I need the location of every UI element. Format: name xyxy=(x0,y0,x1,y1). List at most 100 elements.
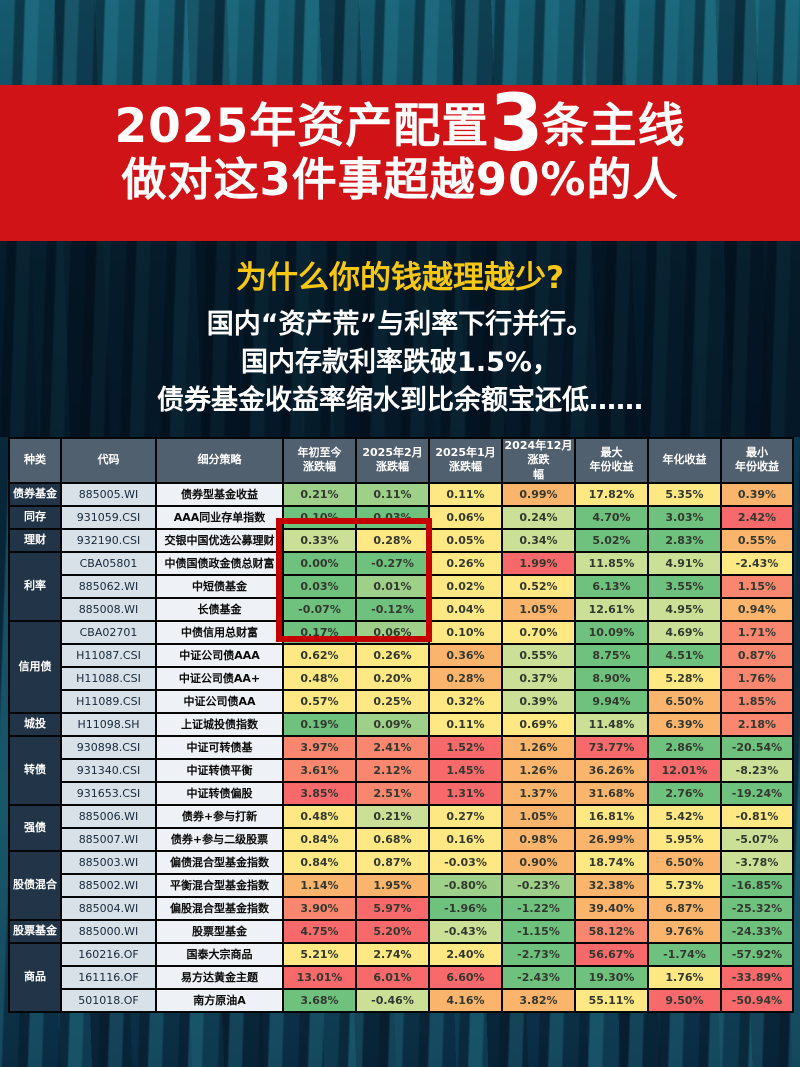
table-row: 931653.CSI 中证转债偏股 3.85% 2.51% 1.31% 1.37% 31.6… xyxy=(9,780,794,806)
table-row: 885007.WI 债券+参与二级股票 0.84% 0.68% 0.16% 0.98% 26… xyxy=(9,826,794,852)
value-cell: 0.32% xyxy=(428,688,503,714)
code-cell: 931059.CSI xyxy=(60,504,157,530)
value-cell: -0.12% xyxy=(355,596,430,622)
value-cell: 1.05% xyxy=(501,803,576,829)
value-cell: 36.26% xyxy=(574,757,649,783)
code-cell: 501018.OF xyxy=(60,987,157,1013)
banner-line1-prefix: 2025年资产配置 xyxy=(114,99,490,154)
value-cell: 0.27% xyxy=(428,803,503,829)
code-cell: H11089.CSI xyxy=(60,688,157,714)
value-cell: -33.89% xyxy=(720,964,794,990)
code-cell: 885000.WI xyxy=(60,918,157,944)
column-header: 2025年2月涨跌幅 xyxy=(355,437,430,484)
value-cell: 4.70% xyxy=(574,504,649,530)
value-cell: -5.07% xyxy=(720,826,794,852)
value-cell: 26.99% xyxy=(574,826,649,852)
intro-title: 为什么你的钱越理越少? xyxy=(236,260,564,296)
value-cell: 0.06% xyxy=(428,504,503,530)
title-banner: 2025年资产配置3条主线 做对这3件事超越90%的人 xyxy=(0,85,800,241)
intro-line-2: 国内存款利率跌破1.5%， xyxy=(241,347,559,378)
value-cell: -19.24% xyxy=(720,780,794,806)
code-cell: 885004.WI xyxy=(60,895,157,921)
value-cell: 4.95% xyxy=(647,596,722,622)
value-cell: 3.03% xyxy=(647,504,722,530)
value-cell: 2.41% xyxy=(355,734,430,760)
value-cell: 0.84% xyxy=(282,849,357,875)
header-row: 种类 代码 细分策略 年初至今 涨跌幅 2025年2月涨跌幅 2025年1月涨跌幅 2024… xyxy=(8,437,794,484)
strategy-cell: 南方原油A xyxy=(155,987,284,1013)
value-cell: 1.15% xyxy=(720,573,794,599)
value-cell: 0.20% xyxy=(355,665,430,691)
value-cell: 1.95% xyxy=(355,872,430,898)
value-cell: -20.54% xyxy=(720,734,794,760)
code-cell: 161116.OF xyxy=(60,964,157,990)
value-cell: 5.73% xyxy=(647,872,722,898)
value-cell: 0.28% xyxy=(355,527,430,553)
value-cell: 1.05% xyxy=(501,596,576,622)
value-cell: 4.69% xyxy=(647,619,722,645)
strategy-cell: 中证可转债基 xyxy=(155,734,284,760)
value-cell: 5.97% xyxy=(355,895,430,921)
value-cell: 1.45% xyxy=(428,757,503,783)
table-row: 501018.OF 南方原油A 3.68% -0.46% 4.16% 3.82% 55.11… xyxy=(9,987,794,1013)
strategy-cell: 债券+参与二级股票 xyxy=(155,826,284,852)
value-cell: 0.68% xyxy=(355,826,430,852)
value-cell: 16.81% xyxy=(574,803,649,829)
code-cell: 160216.OF xyxy=(60,941,157,967)
table-row: 885062.WI 中短债基金 0.03% 0.01% 0.02% 0.52% 6.13% 3… xyxy=(9,573,794,599)
intro-line-1: 国内“资产荒”与利率下行并行。 xyxy=(206,309,594,340)
value-cell: 0.02% xyxy=(428,573,503,599)
banner-line1-suffix: 条主线 xyxy=(541,99,686,154)
table-row: H11087.CSI 中证公司债AAA 0.62% 0.26% 0.36% 0.55% 8.… xyxy=(9,642,794,668)
code-cell: 930898.CSI xyxy=(60,734,157,760)
table-row: 信用债 CBA02701 中债信用总财富 0.17% 0.06% 0.10% 0.70% 10… xyxy=(8,619,794,714)
category-cell: 理财 xyxy=(8,527,62,553)
value-cell: -0.27% xyxy=(355,550,430,576)
table-row: H11088.CSI 中证公司债AA+ 0.48% 0.20% 0.28% 0.37% 8.… xyxy=(9,665,794,691)
strategy-cell: 偏股混合型基金指数 xyxy=(155,895,284,921)
value-cell: 0.16% xyxy=(428,826,503,852)
value-cell: 1.76% xyxy=(647,964,722,990)
code-cell: 885007.WI xyxy=(60,826,157,852)
table-body: 债券基金 885005.WI 债券型基金收益 0.21% 0.11% 0.11% 0.99%… xyxy=(8,481,794,1013)
strategy-cell: 债券型基金收益 xyxy=(155,481,284,507)
strategy-cell: 中债信用总财富 xyxy=(155,619,284,645)
value-cell: 19.30% xyxy=(574,964,649,990)
value-cell: 9.76% xyxy=(647,918,722,944)
value-cell: 0.11% xyxy=(355,481,430,507)
table-row: 股债混合 885003.WI 偏债混合型基金指数 0.84% 0.87% -0.03% 0.… xyxy=(8,849,794,921)
intro-section: 为什么你的钱越理越少? 国内“资产荒”与利率下行并行。 国内存款利率跌破1.5%… xyxy=(0,252,800,420)
value-cell: 0.19% xyxy=(282,711,357,737)
category-cell: 强债 xyxy=(8,803,62,852)
code-cell: CBA05801 xyxy=(60,550,157,576)
value-cell: -0.43% xyxy=(428,918,503,944)
value-cell: 9.94% xyxy=(574,688,649,714)
value-cell: -2.73% xyxy=(501,941,576,967)
value-cell: 5.42% xyxy=(647,803,722,829)
value-cell: 3.68% xyxy=(282,987,357,1013)
value-cell: 4.16% xyxy=(428,987,503,1013)
table-row: 转债 930898.CSI 中证可转债基 3.97% 2.41% 1.52% 1.26% 73… xyxy=(8,734,794,806)
category-cell: 城投 xyxy=(8,711,62,737)
value-cell: 0.04% xyxy=(428,596,503,622)
value-cell: 2.12% xyxy=(355,757,430,783)
strategy-cell: 长债基金 xyxy=(155,596,284,622)
category-cell: 股债混合 xyxy=(8,849,62,921)
value-cell: 5.95% xyxy=(647,826,722,852)
table-row: 城投 H11098.SH 上证城投债指数 0.19% 0.09% 0.11% 0.69% 11… xyxy=(8,711,794,737)
table-row: 885002.WI 平衡混合型基金指数 1.14% 1.95% -0.80% -0.23%… xyxy=(9,872,794,898)
code-cell: H11088.CSI xyxy=(60,665,157,691)
column-header: 最小 年份收益 xyxy=(720,437,794,484)
code-cell: 885062.WI xyxy=(60,573,157,599)
value-cell: 0.10% xyxy=(428,619,503,645)
value-cell: 4.91% xyxy=(647,550,722,576)
value-cell: 17.82% xyxy=(574,481,649,507)
value-cell: 6.87% xyxy=(647,895,722,921)
category-cell: 股票基金 xyxy=(8,918,62,944)
strategy-cell: 交银中国优选公募理财 xyxy=(155,527,284,553)
category-cell: 债券基金 xyxy=(8,481,62,507)
value-cell: 3.85% xyxy=(282,780,357,806)
intro-dark-band xyxy=(0,241,800,437)
strategy-cell: 国泰大宗商品 xyxy=(155,941,284,967)
